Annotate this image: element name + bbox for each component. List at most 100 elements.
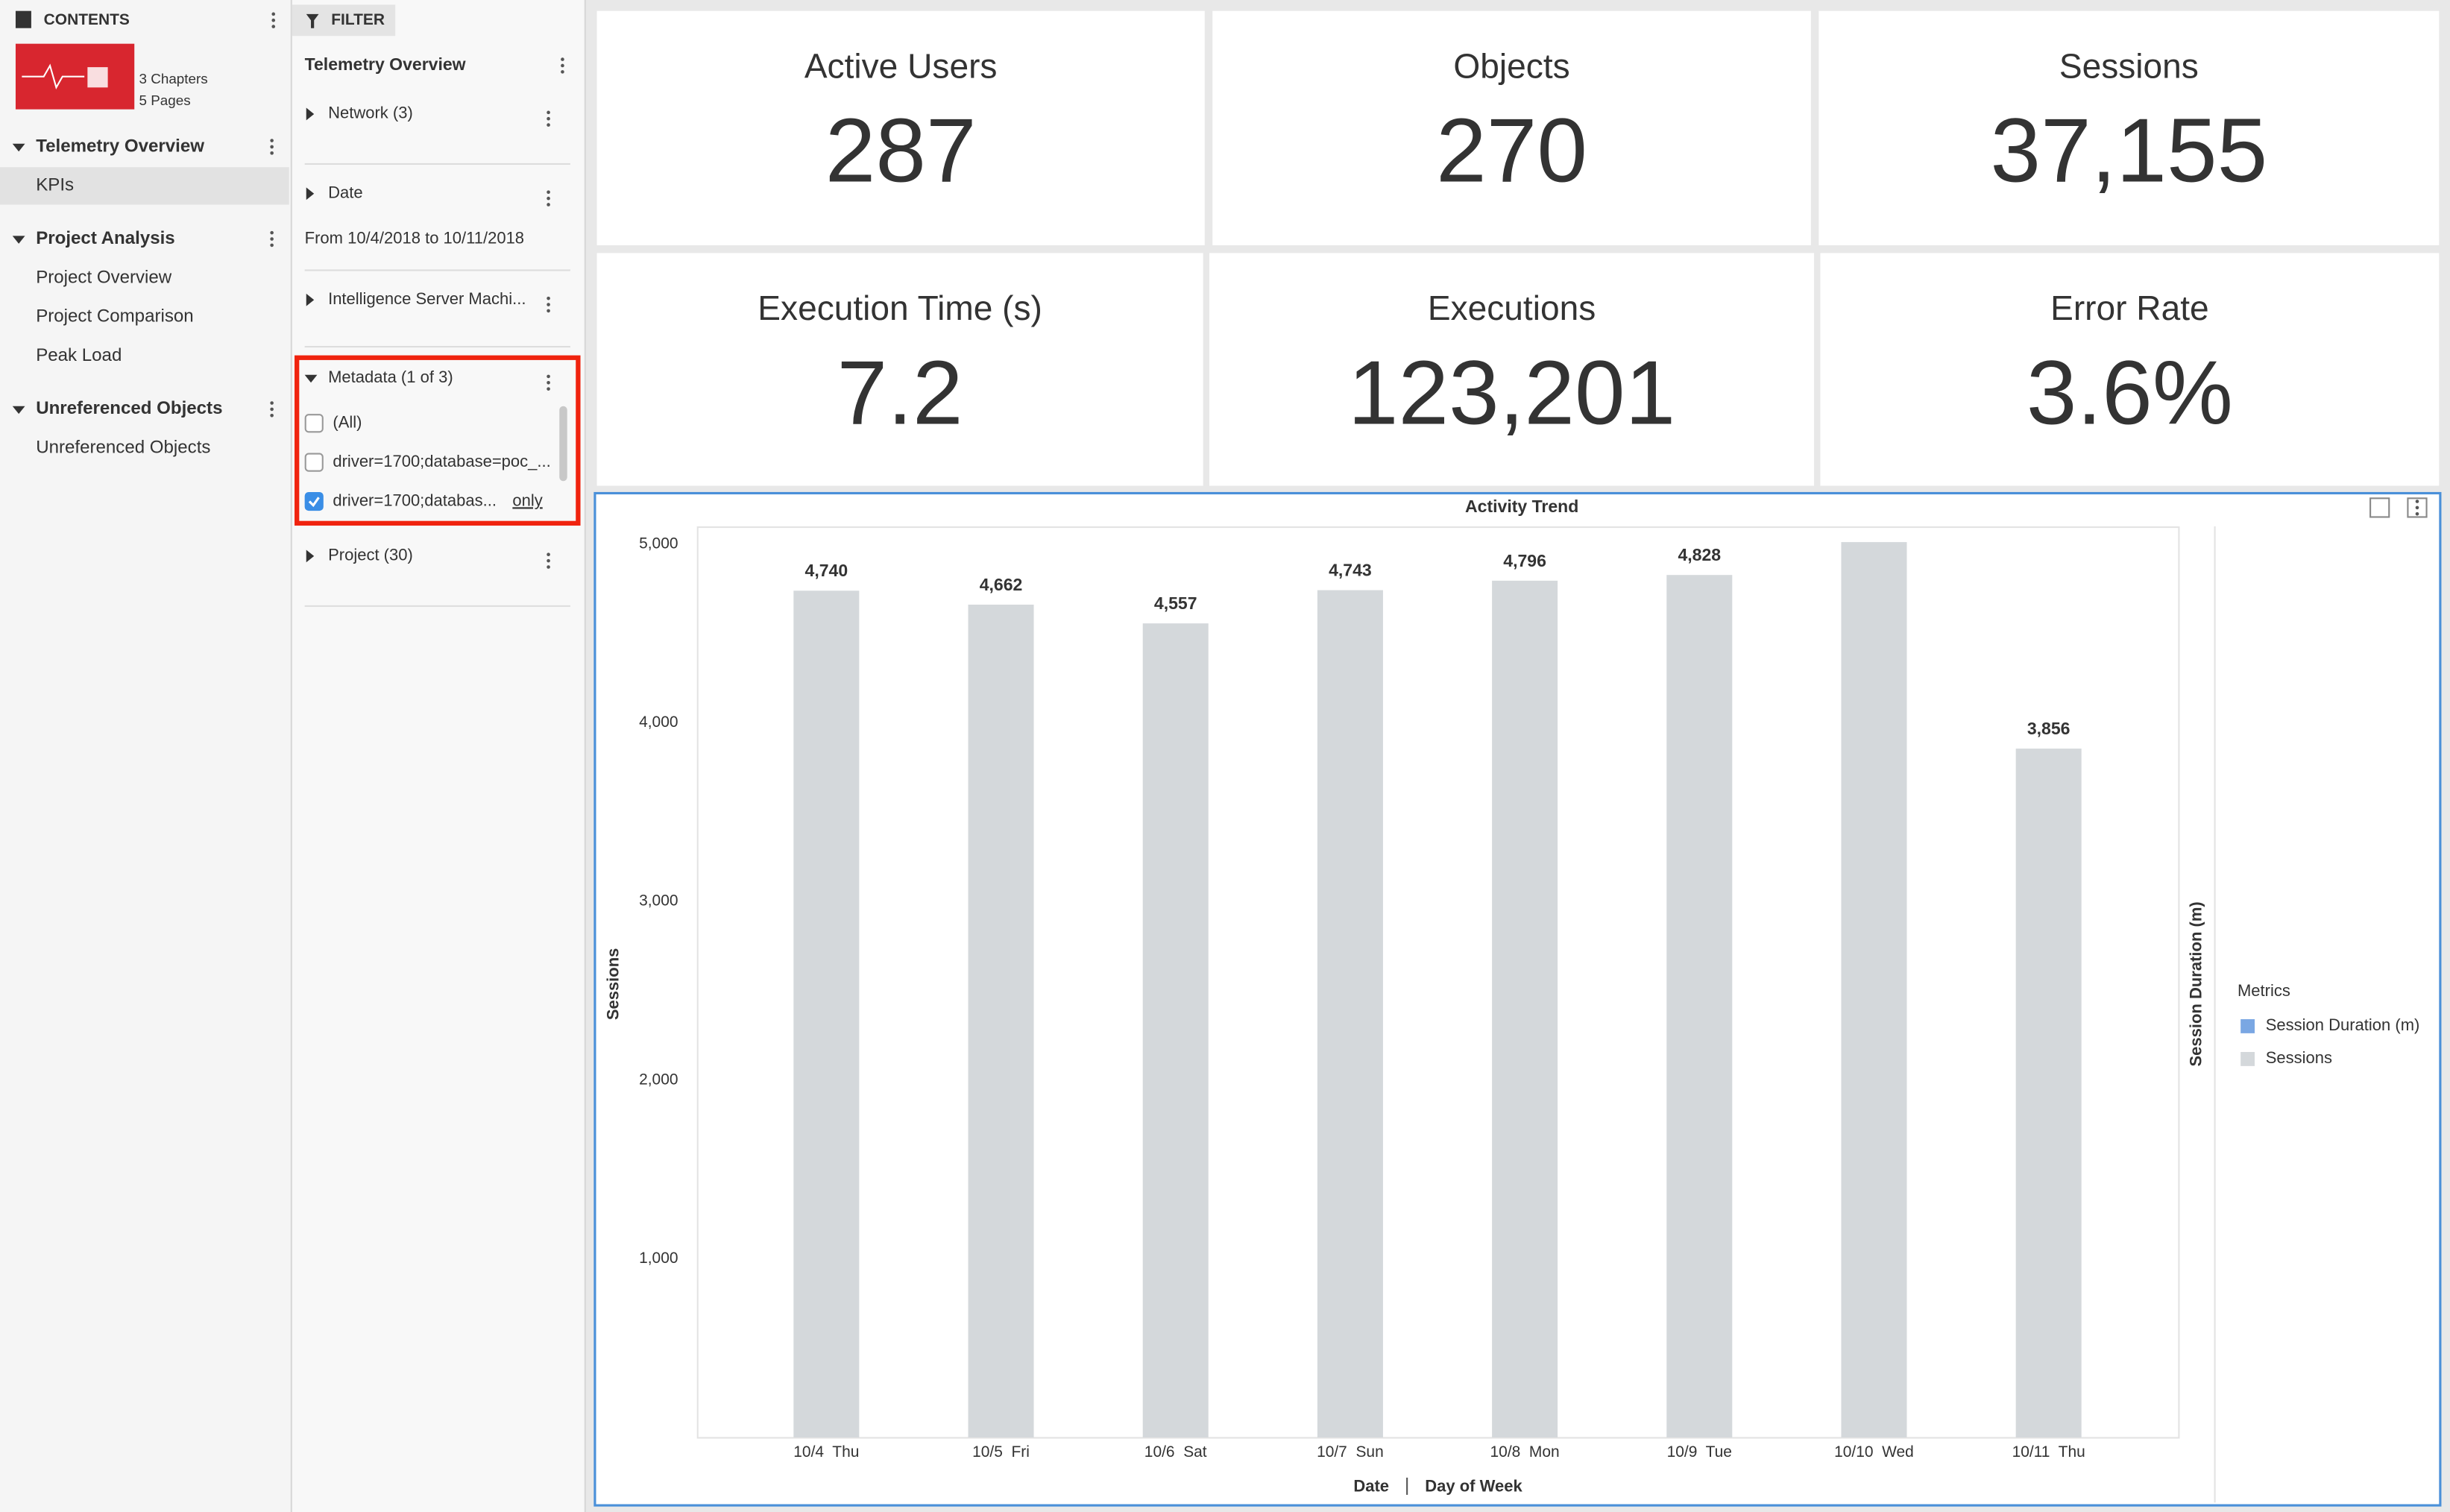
more-icon[interactable] xyxy=(270,401,274,405)
more-icon[interactable] xyxy=(271,25,276,28)
filter-panel xyxy=(292,0,585,1512)
kpi-value: 37,155 xyxy=(1990,100,2267,201)
expand-arrow[interactable] xyxy=(306,107,315,121)
more-icon[interactable] xyxy=(547,123,550,127)
more-icon[interactable] xyxy=(271,18,276,22)
expand-arrow[interactable] xyxy=(306,293,315,306)
legend-label[interactable]: Sessions xyxy=(2266,1048,2332,1067)
bar[interactable] xyxy=(1841,542,1907,1437)
more-icon[interactable] xyxy=(270,243,274,248)
more-icon[interactable] xyxy=(270,413,274,418)
filter-tab[interactable] xyxy=(292,4,396,37)
filter-option[interactable]: (All) xyxy=(333,413,362,432)
bar[interactable] xyxy=(1317,590,1383,1437)
bar[interactable] xyxy=(1492,580,1558,1437)
more-icon[interactable] xyxy=(561,57,564,61)
page-link[interactable]: Unreferenced Objects xyxy=(36,438,210,458)
collapse-arrow[interactable] xyxy=(12,143,25,152)
more-icon[interactable] xyxy=(547,380,550,385)
x-axis-label: Date xyxy=(1353,1476,1389,1495)
checkbox[interactable] xyxy=(304,453,324,472)
maximize-icon[interactable] xyxy=(2369,497,2390,518)
kpi-label: Sessions xyxy=(2059,46,2199,85)
data-label: 4,796 xyxy=(1503,551,1546,570)
y2-axis-label: Session Duration (m) xyxy=(2186,901,2205,1066)
more-icon[interactable] xyxy=(270,237,274,241)
more-icon[interactable] xyxy=(270,151,274,155)
kpi-value: 7.2 xyxy=(837,341,963,443)
kpi-label: Execution Time (s) xyxy=(758,289,1042,327)
filter-label[interactable]: Project (30) xyxy=(328,546,413,564)
x-tick-label: 10/10 Wed xyxy=(1834,1443,1914,1461)
chapter-title[interactable]: Telemetry Overview xyxy=(36,136,204,156)
more-icon[interactable] xyxy=(547,296,550,300)
checkbox[interactable] xyxy=(304,414,324,433)
legend-label[interactable]: Session Duration (m) xyxy=(2266,1015,2420,1034)
filter-icon xyxy=(306,13,319,28)
x-tick-label: 10/6 Sat xyxy=(1144,1443,1207,1461)
checkbox[interactable] xyxy=(304,491,324,511)
more-icon[interactable] xyxy=(547,387,550,391)
collapse-arrow[interactable] xyxy=(12,406,25,415)
filter-header: FILTER xyxy=(331,11,385,28)
more-icon[interactable] xyxy=(547,203,550,207)
chapter-title[interactable]: Unreferenced Objects xyxy=(36,398,222,418)
more-icon[interactable] xyxy=(2415,511,2419,516)
kpi-card xyxy=(1212,10,1811,245)
more-icon[interactable] xyxy=(547,196,550,201)
bar[interactable] xyxy=(2015,749,2082,1437)
more-icon[interactable] xyxy=(270,407,274,412)
more-icon[interactable] xyxy=(547,309,550,313)
filter-label[interactable]: Metadata (1 of 3) xyxy=(328,368,453,386)
more-icon[interactable] xyxy=(2415,505,2419,510)
more-icon[interactable] xyxy=(547,190,550,194)
only-link[interactable]: only xyxy=(512,491,542,509)
data-label: 4,662 xyxy=(980,575,1023,594)
page-link[interactable]: Project Overview xyxy=(36,267,172,287)
bar[interactable] xyxy=(1666,575,1733,1437)
filter-option[interactable]: driver=1700;database=poc_... xyxy=(333,452,550,470)
filter-detail: From 10/4/2018 to 10/11/2018 xyxy=(305,228,524,247)
more-icon[interactable] xyxy=(547,558,550,563)
more-icon[interactable] xyxy=(270,139,274,142)
filter-label[interactable]: Network (3) xyxy=(328,104,413,122)
page-link[interactable]: Peak Load xyxy=(36,345,122,365)
expand-arrow[interactable] xyxy=(306,549,315,563)
bar[interactable] xyxy=(793,590,860,1437)
more-icon[interactable] xyxy=(561,70,564,74)
menu-icon[interactable] xyxy=(2407,497,2428,518)
kpi-card xyxy=(1818,10,2440,245)
more-icon[interactable] xyxy=(547,374,550,379)
kpi-label: Objects xyxy=(1453,46,1569,85)
collapse-arrow[interactable] xyxy=(12,236,25,244)
expand-arrow[interactable] xyxy=(306,187,315,201)
more-icon[interactable] xyxy=(2415,500,2419,503)
highlight-box xyxy=(295,355,581,526)
more-icon[interactable] xyxy=(270,230,274,235)
kpi-card xyxy=(1820,253,2440,486)
more-icon[interactable] xyxy=(547,116,550,121)
contents-panel xyxy=(0,0,291,1512)
kpi-value: 123,201 xyxy=(1348,341,1675,443)
filter-option[interactable]: driver=1700;databas... xyxy=(333,491,497,509)
more-icon[interactable] xyxy=(547,110,550,115)
filter-label[interactable]: Intelligence Server Machi... xyxy=(328,289,526,308)
bar[interactable] xyxy=(968,604,1034,1437)
page-link[interactable]: KPIs xyxy=(36,175,74,195)
page-link[interactable]: Project Comparison xyxy=(36,306,193,327)
more-icon[interactable] xyxy=(547,552,550,557)
filter-label[interactable]: Date xyxy=(328,183,362,202)
thumbnail-graphic xyxy=(87,67,108,88)
collapse-arrow[interactable] xyxy=(304,374,318,383)
kpi-label: Active Users xyxy=(804,46,998,85)
bar[interactable] xyxy=(1142,623,1209,1437)
more-icon[interactable] xyxy=(270,145,274,149)
more-icon[interactable] xyxy=(561,63,564,68)
contents-header: CONTENTS xyxy=(44,11,130,28)
more-icon[interactable] xyxy=(547,565,550,569)
more-icon[interactable] xyxy=(271,12,276,16)
more-icon[interactable] xyxy=(547,303,550,306)
legend-swatch xyxy=(2240,1052,2255,1066)
chapter-title[interactable]: Project Analysis xyxy=(36,228,174,248)
